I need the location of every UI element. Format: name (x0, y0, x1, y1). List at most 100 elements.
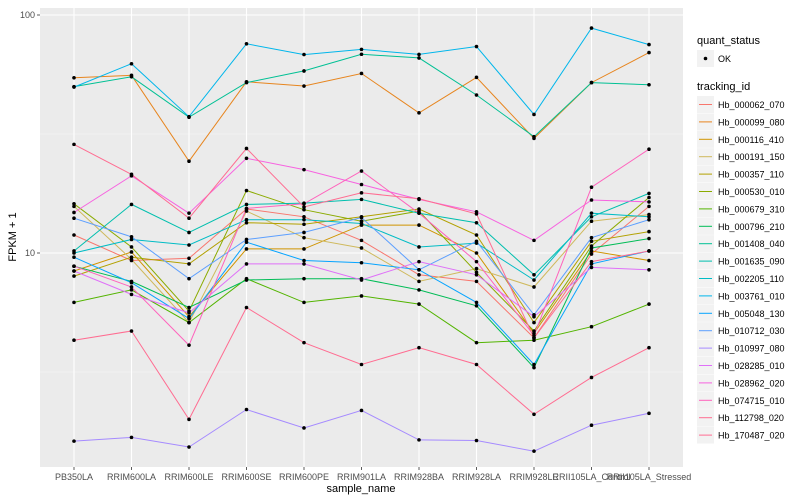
data-point (417, 267, 421, 272)
legend-label: Hb_000099_080 (718, 117, 785, 127)
legend-item-Hb_028962_020: Hb_028962_020 (697, 374, 785, 392)
legend-label: Hb_170487_020 (718, 431, 785, 441)
x-tick-label: RRIM600LA (107, 472, 156, 482)
data-point (474, 259, 479, 264)
legend-item-Hb_000357_110: Hb_000357_110 (697, 165, 784, 183)
data-point (417, 279, 421, 284)
data-point (187, 256, 191, 261)
legend-item-Hb_000679_310: Hb_000679_310 (697, 200, 785, 218)
data-point (359, 182, 364, 187)
data-point (244, 278, 249, 282)
data-point (72, 274, 76, 278)
data-point (589, 265, 594, 270)
legend-item-Hb_002205_110: Hb_002205_110 (697, 270, 784, 287)
data-point (359, 362, 364, 367)
data-point (359, 215, 364, 220)
data-point (532, 134, 536, 139)
data-point (72, 255, 76, 260)
data-point (302, 247, 306, 251)
data-point (359, 278, 364, 282)
data-point (647, 258, 651, 263)
data-point (589, 80, 594, 85)
data-point (72, 85, 76, 89)
data-point (302, 222, 306, 227)
data-point (302, 340, 306, 345)
data-point (647, 267, 651, 272)
data-point (129, 329, 134, 333)
data-point (72, 338, 76, 343)
legend-label: Hb_002205_110 (718, 274, 784, 284)
data-point (302, 426, 306, 430)
data-point (72, 75, 76, 80)
data-point (72, 201, 76, 206)
shape-legend-point (703, 56, 708, 61)
data-point (187, 320, 191, 325)
color-legend-title: tracking_id (697, 81, 750, 93)
data-point (647, 236, 651, 241)
legend-item-Hb_005048_130: Hb_005048_130 (697, 304, 785, 322)
data-point (187, 211, 191, 215)
legend-label: Hb_028285_010 (718, 361, 785, 371)
data-point (187, 262, 191, 266)
data-point (417, 302, 421, 306)
data-point (589, 185, 594, 190)
x-tick-label: RRIM600LE (164, 472, 213, 482)
x-tick-label: RRIM600SE (221, 472, 271, 482)
x-tick-label: RRII105LA_Control (552, 472, 630, 482)
legend-item-Hb_000530_010: Hb_000530_010 (697, 183, 785, 200)
data-point (72, 210, 76, 215)
data-point (647, 345, 651, 350)
data-point (129, 74, 134, 79)
shape-legend-label: OK (718, 54, 731, 64)
x-axis-title: sample_name (326, 483, 395, 495)
data-point (359, 197, 364, 202)
legend-label: Hb_000530_010 (718, 187, 785, 197)
legend-item-Hb_112798_020: Hb_112798_020 (697, 409, 784, 427)
data-point (647, 147, 651, 151)
data-point (589, 214, 594, 219)
legend-item-Hb_000116_410: Hb_000116_410 (697, 130, 784, 148)
data-point (244, 156, 249, 161)
data-point (647, 229, 651, 234)
legend-label: Hb_000796_210 (718, 222, 785, 232)
data-point (72, 264, 76, 269)
data-point (129, 172, 134, 177)
data-point (589, 26, 594, 30)
data-point (302, 258, 306, 263)
data-point (589, 375, 594, 380)
data-point (474, 270, 479, 275)
data-point (417, 272, 421, 277)
data-point (72, 216, 76, 221)
data-point (244, 217, 249, 222)
data-point (647, 50, 651, 55)
shape-legend-title: quant_status (697, 35, 760, 47)
data-point (187, 243, 191, 247)
data-point (359, 238, 364, 243)
data-point (589, 198, 594, 202)
data-point (129, 237, 134, 242)
data-point (129, 435, 134, 440)
data-point (129, 202, 134, 207)
data-point (589, 249, 594, 253)
legend-label: Hb_000679_310 (718, 204, 785, 214)
legend-label: Hb_028962_020 (718, 378, 785, 388)
data-point (417, 245, 421, 249)
data-point (129, 288, 134, 292)
data-point (589, 252, 594, 256)
x-tick-label: RRII105LA_Stressed (607, 472, 692, 482)
data-point (474, 251, 479, 255)
data-point (532, 320, 536, 325)
data-point (187, 316, 191, 321)
data-point (302, 230, 306, 235)
data-point (474, 266, 479, 271)
data-point (302, 214, 306, 219)
data-point (244, 202, 249, 207)
x-tick-label: RRIM928LA (452, 472, 501, 482)
data-point (474, 279, 479, 284)
data-point (532, 449, 536, 453)
data-point (647, 191, 651, 196)
data-point (589, 219, 594, 224)
data-point (474, 438, 479, 443)
data-point (244, 146, 249, 151)
legend-item-Hb_000099_080: Hb_000099_080 (697, 113, 785, 131)
